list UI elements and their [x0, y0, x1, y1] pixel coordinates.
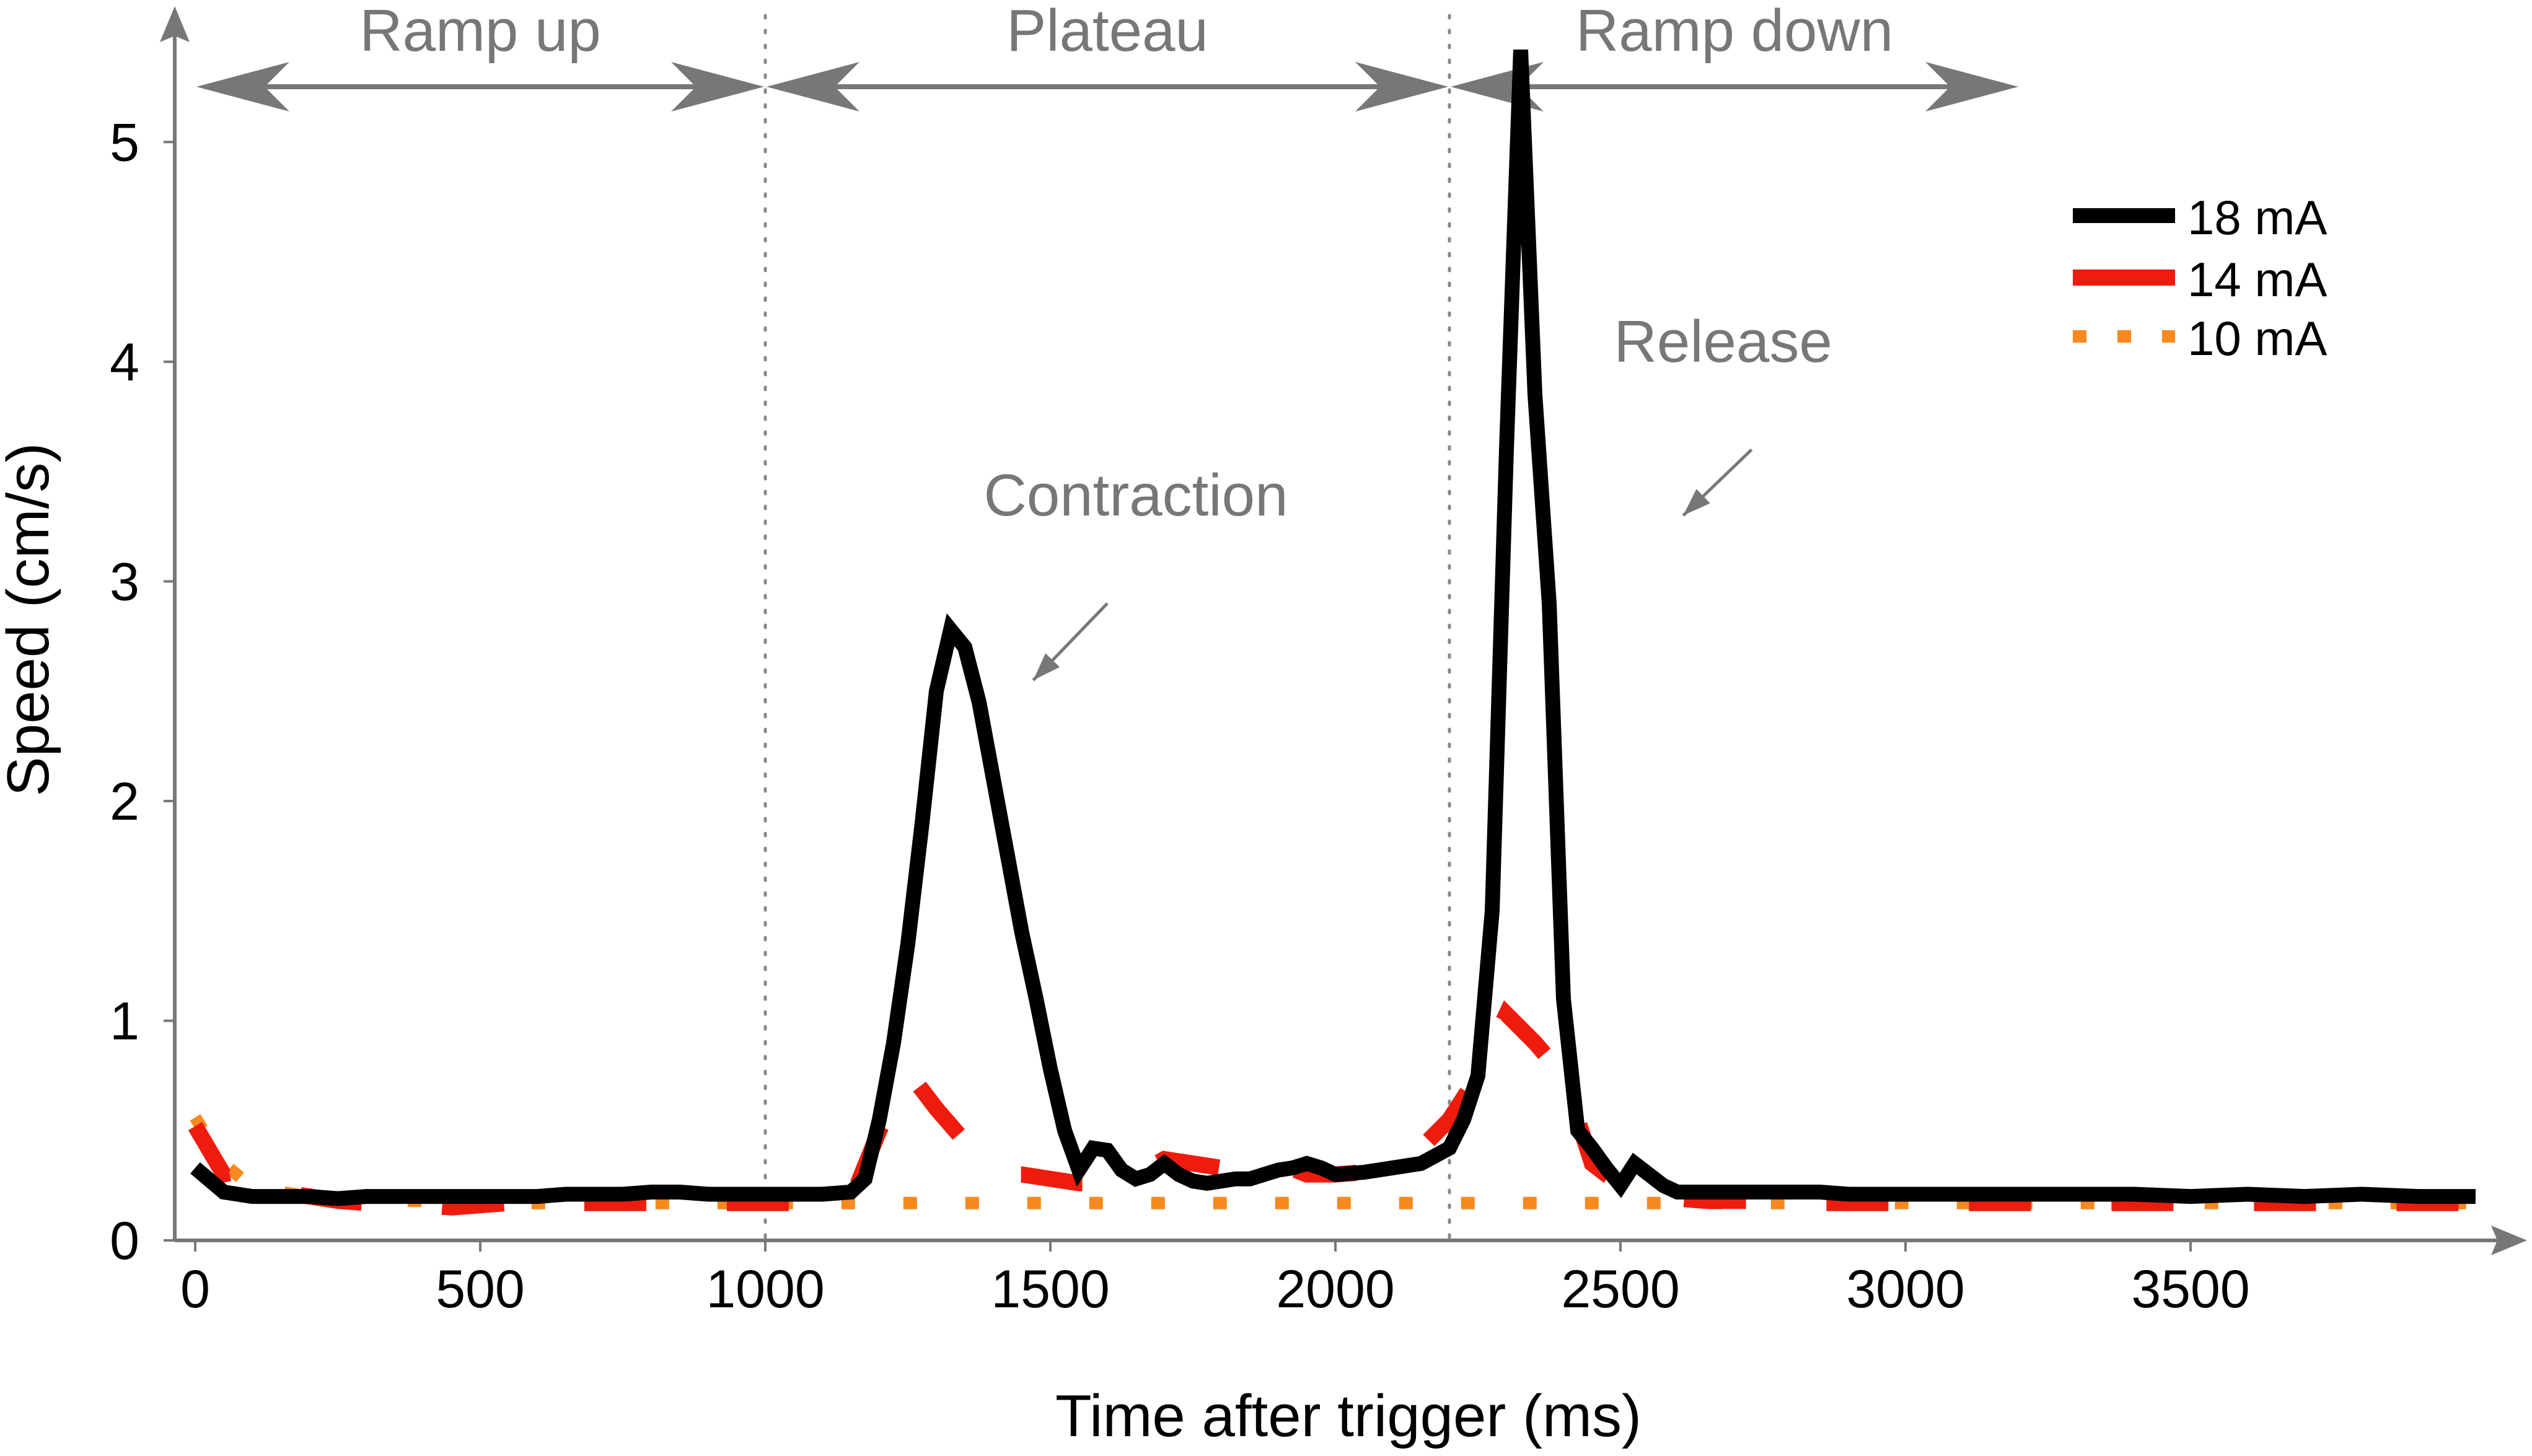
data-series [188, 49, 2476, 1216]
callout-label: Contraction [984, 462, 1288, 528]
x-tick-label: 3000 [1846, 1260, 1964, 1319]
x-tick-label: 2000 [1276, 1260, 1394, 1319]
y-tick-label: 0 [110, 1211, 139, 1271]
y-tick-label: 4 [110, 333, 139, 392]
legend-label: 10 mA [2187, 311, 2327, 366]
y-axis-label: Speed (cm/s) [0, 443, 61, 797]
phase-label: Plateau [1006, 0, 1208, 64]
callout-label: Release [1614, 309, 1832, 375]
phase-annotations: Ramp up Plateau Ramp down [196, 0, 2018, 1242]
y-tick-label: 1 [110, 991, 139, 1051]
phase-arrowhead-left [767, 62, 859, 112]
y-tick-label: 3 [110, 552, 139, 612]
phase-label: Ramp up [359, 0, 601, 64]
axes: 0 500 1000 1500 2000 2500 3000 3500 0 1 2 3 4 5 [110, 6, 2527, 1319]
phase-arrowhead-right [1925, 62, 2018, 112]
legend-label: 14 mA [2187, 252, 2327, 307]
x-axis-label: Time after trigger (ms) [1055, 1383, 1642, 1449]
series-line-18-ma [190, 49, 2476, 1206]
phase-arrowhead-left [196, 62, 289, 112]
phase-arrowhead-right [671, 62, 764, 112]
phase-arrowhead-right [1355, 62, 1448, 112]
x-tick-label: 1500 [991, 1260, 1109, 1319]
callouts: Contraction Release [984, 309, 1832, 682]
legend-label: 18 mA [2187, 190, 2327, 245]
y-tick-label: 5 [110, 113, 139, 172]
x-axis-arrowhead [2491, 1226, 2527, 1255]
y-axis-arrowhead [160, 6, 190, 42]
phase-label: Ramp down [1576, 0, 1893, 64]
x-tick-label: 0 [180, 1260, 210, 1319]
x-tick-label: 500 [436, 1260, 525, 1319]
x-tick-label: 2500 [1561, 1260, 1679, 1319]
callout-arrowhead [1683, 489, 1710, 515]
series-line-14-ma [188, 1000, 2476, 1216]
x-tick-label: 3500 [2131, 1260, 2249, 1319]
y-tick-label: 2 [110, 772, 139, 831]
callout-arrowhead [1033, 653, 1060, 680]
x-tick-label: 1000 [706, 1260, 824, 1319]
